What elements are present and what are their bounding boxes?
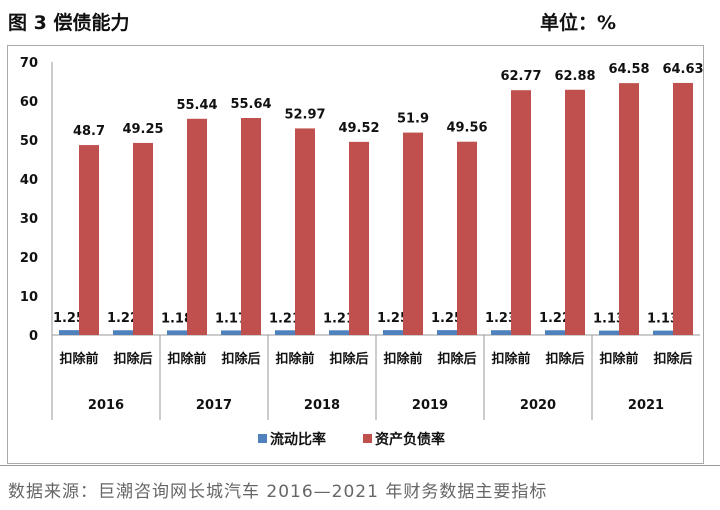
category-label: 扣除后 (437, 351, 476, 367)
data-label: 1.18 (161, 311, 193, 326)
y-tick-label: 50 (20, 134, 38, 149)
divider (0, 465, 720, 466)
bar-debt-ratio (673, 82, 693, 336)
legend-label: 流动比率 (270, 431, 326, 448)
data-label: 55.44 (176, 98, 217, 113)
bar-current-ratio (113, 330, 133, 335)
category-label: 扣除后 (545, 351, 584, 367)
year-label: 2016 (88, 398, 124, 413)
chart-frame (7, 45, 704, 464)
data-label: 1.21 (323, 311, 355, 326)
bar-current-ratio (437, 330, 457, 335)
category-label: 扣除前 (491, 351, 530, 367)
bar-debt-ratio (403, 132, 423, 335)
y-tick-label: 20 (20, 251, 38, 266)
legend-swatch (363, 434, 372, 443)
bar-current-ratio (599, 330, 619, 335)
source-note: 数据来源：巨潮咨询网长城汽车 2016—2021 年财务数据主要指标 (8, 482, 548, 502)
data-label: 62.88 (554, 69, 595, 84)
bar-current-ratio (545, 330, 565, 335)
data-label: 49.56 (446, 121, 487, 136)
chart-title: 图 3 偿债能力 (8, 12, 130, 34)
data-label: 1.13 (647, 312, 679, 327)
data-label: 1.25 (377, 311, 409, 326)
bar-debt-ratio (511, 90, 531, 336)
year-label: 2019 (412, 398, 448, 413)
category-label: 扣除后 (221, 351, 260, 367)
category-label: 扣除前 (275, 351, 314, 367)
data-label: 1.25 (431, 311, 463, 326)
y-tick-label: 40 (20, 173, 38, 188)
data-label: 1.22 (107, 311, 139, 326)
data-label: 1.22 (539, 311, 571, 326)
bar-debt-ratio (187, 118, 207, 335)
year-label: 2021 (628, 398, 664, 413)
category-label: 扣除前 (383, 351, 422, 367)
bar-debt-ratio (295, 128, 315, 335)
data-label: 64.58 (608, 62, 649, 77)
unit-label: 单位：% (540, 12, 617, 34)
bar-current-ratio (329, 330, 349, 335)
year-label: 2020 (520, 398, 556, 413)
data-label: 48.7 (73, 124, 105, 139)
bar-debt-ratio (619, 83, 639, 335)
data-label: 64.63 (662, 62, 703, 77)
category-label: 扣除后 (329, 351, 368, 367)
category-label: 扣除前 (59, 351, 98, 367)
y-tick-label: 60 (20, 95, 38, 110)
data-label: 52.97 (284, 107, 325, 122)
bar-current-ratio (221, 330, 241, 335)
category-label: 扣除前 (167, 351, 206, 367)
data-label: 51.9 (397, 112, 429, 127)
bar-current-ratio (491, 330, 511, 335)
category-label: 扣除后 (113, 351, 152, 367)
bar-debt-ratio (349, 141, 369, 335)
bar-debt-ratio (79, 145, 99, 335)
y-tick-label: 30 (20, 212, 38, 227)
y-tick-label: 70 (20, 56, 38, 71)
category-label: 扣除前 (599, 351, 638, 367)
data-label: 1.13 (593, 312, 625, 327)
y-tick-label: 10 (20, 290, 38, 305)
data-label: 55.64 (230, 97, 271, 112)
y-tick-label: 0 (29, 329, 38, 344)
data-label: 49.52 (338, 121, 379, 136)
data-label: 1.21 (269, 311, 301, 326)
bar-debt-ratio (565, 89, 585, 335)
bar-current-ratio (275, 330, 295, 335)
data-label: 1.23 (485, 311, 517, 326)
category-label: 扣除后 (653, 351, 692, 367)
bar-chart: 0 10 20 30 40 50 60 70 1.25 48.7 扣除前 1.22 49.25 扣除后 1.… (20, 56, 704, 448)
bar-current-ratio (383, 330, 403, 335)
bar-debt-ratio (241, 118, 261, 335)
bar-current-ratio (167, 330, 187, 335)
bar-debt-ratio (133, 142, 153, 335)
data-label: 1.17 (215, 311, 247, 326)
year-label: 2017 (196, 398, 232, 413)
bar-current-ratio (59, 330, 79, 335)
year-label: 2018 (304, 398, 340, 413)
data-label: 49.25 (122, 122, 163, 137)
data-label: 62.77 (500, 69, 541, 84)
legend-swatch (258, 434, 267, 443)
legend-label: 资产负债率 (375, 431, 445, 448)
bar-current-ratio (653, 330, 673, 335)
bar-debt-ratio (457, 141, 477, 335)
data-label: 1.25 (53, 311, 85, 326)
